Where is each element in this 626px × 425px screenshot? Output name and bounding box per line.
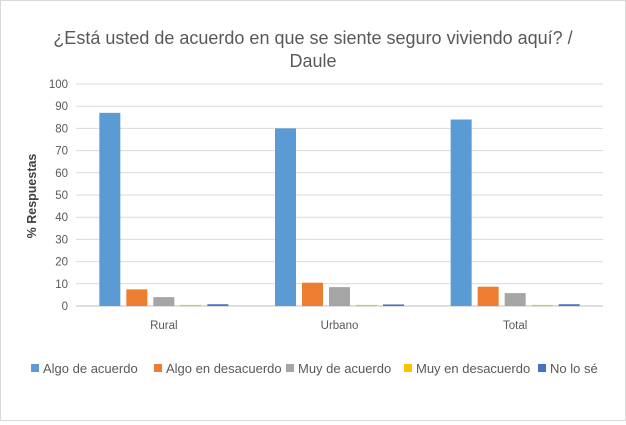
bar-rural-series-4 bbox=[207, 304, 229, 306]
bar-total-series-2 bbox=[504, 293, 526, 306]
legend-swatch bbox=[538, 364, 546, 372]
y-tick-label: 20 bbox=[55, 257, 68, 269]
y-tick-label: 0 bbox=[62, 301, 68, 313]
bar-urbano-series-0 bbox=[275, 128, 296, 306]
y-axis-label: % Respuestas bbox=[25, 154, 39, 239]
bar-rural-series-1 bbox=[126, 289, 148, 306]
y-tick-label: 80 bbox=[55, 123, 68, 135]
bars bbox=[99, 112, 580, 307]
category-label: Urbano bbox=[321, 320, 359, 332]
bar-total-series-1 bbox=[477, 286, 499, 306]
y-tick-label: 30 bbox=[55, 234, 68, 246]
legend-label: Algo en desacuerdo bbox=[166, 361, 282, 376]
legend-swatch bbox=[404, 364, 412, 372]
bar-total-series-4 bbox=[558, 304, 580, 306]
bar-urbano-series-4 bbox=[383, 304, 404, 306]
y-tick-label: 10 bbox=[55, 279, 68, 291]
category-label: Total bbox=[503, 320, 527, 332]
y-axis-ticks: 0 10 20 30 40 50 60 70 80 90 100 bbox=[49, 79, 68, 313]
legend-swatch bbox=[154, 364, 162, 372]
bar-rural-series-2 bbox=[153, 297, 175, 306]
y-tick-label: 40 bbox=[55, 212, 68, 224]
chart-title-line2: Daule bbox=[289, 51, 336, 71]
bar-urbano-series-3 bbox=[356, 304, 377, 306]
gridlines bbox=[76, 83, 603, 307]
legend-swatch bbox=[31, 364, 39, 372]
bar-rural-series-0 bbox=[99, 112, 121, 306]
legend-label: Muy de acuerdo bbox=[298, 361, 391, 376]
bar-urbano-series-1 bbox=[302, 282, 323, 306]
y-tick-label: 100 bbox=[49, 79, 68, 91]
y-tick-label: 90 bbox=[55, 101, 68, 113]
legend-label: Algo de acuerdo bbox=[43, 361, 138, 376]
chart-title-line1: ¿Está usted de acuerdo en que se siente … bbox=[53, 28, 572, 48]
y-tick-label: 50 bbox=[55, 190, 68, 202]
bar-total-series-0 bbox=[450, 119, 472, 307]
legend-label: No lo sé bbox=[550, 361, 598, 376]
category-labels: Rural Urbano Total bbox=[150, 320, 527, 332]
legend-swatch bbox=[286, 364, 294, 372]
bar-urbano-series-2 bbox=[329, 287, 350, 306]
y-tick-label: 70 bbox=[55, 146, 68, 158]
legend: Algo de acuerdo Algo en desacuerdo Muy de … bbox=[31, 361, 598, 376]
y-tick-label: 60 bbox=[55, 168, 68, 180]
legend-label: Muy en desacuerdo bbox=[416, 361, 530, 376]
bar-rural-series-3 bbox=[180, 304, 202, 306]
bar-total-series-3 bbox=[531, 304, 553, 306]
category-label: Rural bbox=[150, 320, 177, 332]
